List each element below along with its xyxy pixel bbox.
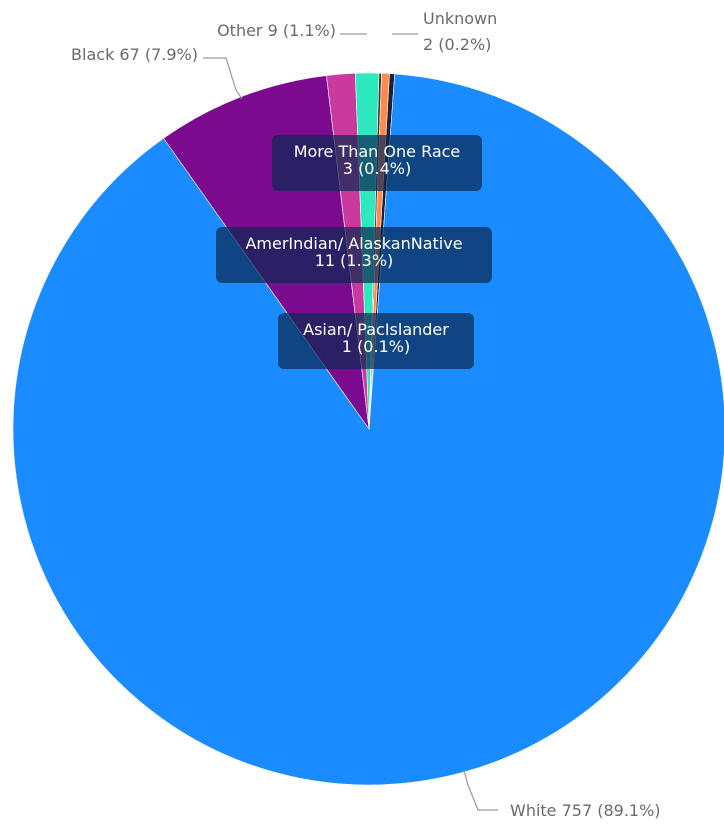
data-label-other: Other 9 (1.1%) [217,21,336,40]
data-label-white: White 757 (89.1%) [510,801,661,820]
data-label-more-than-one-race-line-1: More Than One Race [294,142,461,161]
label-box-more-than-one-race [272,135,482,191]
data-label-black: Black 67 (7.9%) [71,45,198,64]
data-label-amerindian-alaskannative-line-2: 11 (1.3%) [315,251,394,270]
data-label-asian-pacislander-line-1: Asian/ PacIslander [303,320,449,339]
data-label-unknown-line-1: Unknown [423,9,497,28]
label-box-amerindian-alaskannative [216,227,492,283]
label-box-asian-pacislander [278,313,474,369]
data-label-more-than-one-race-line-2: 3 (0.4%) [343,159,411,178]
data-label-amerindian-alaskannative-line-1: AmerIndian/ AlaskanNative [245,234,462,253]
data-label-asian-pacislander-line-2: 1 (0.1%) [342,337,410,356]
data-label-unknown-line-2: 2 (0.2%) [423,35,491,54]
leader-line-white [463,769,498,811]
leader-line-black [203,57,243,99]
